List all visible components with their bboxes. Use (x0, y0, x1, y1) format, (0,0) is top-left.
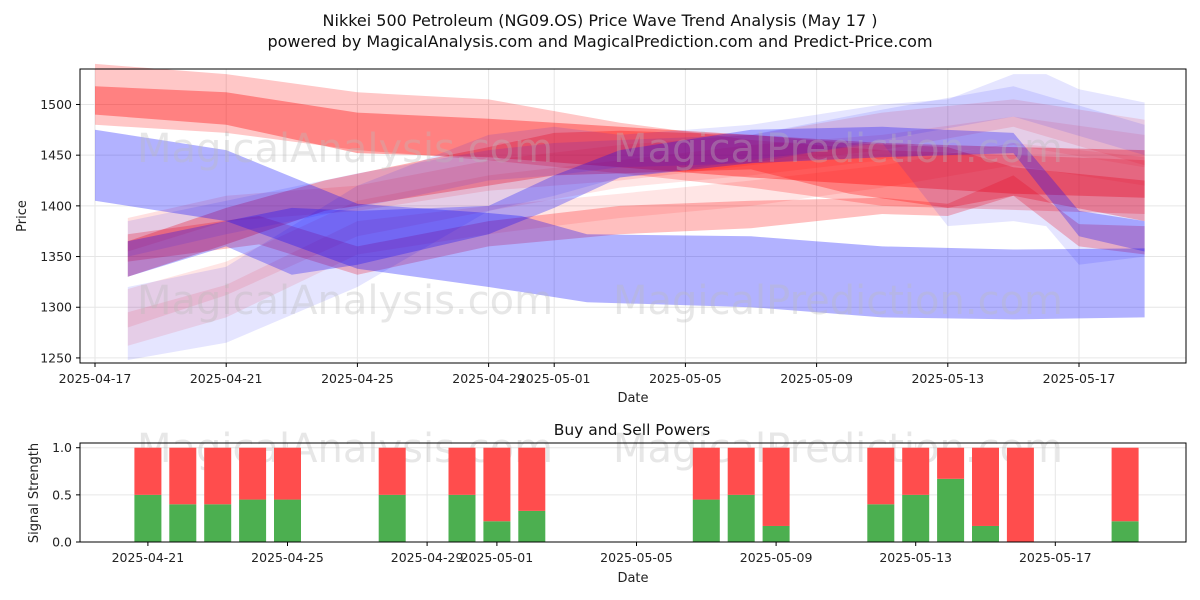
buy-sell-title: Buy and Sell Powers (554, 421, 711, 439)
price-ytick-label-4: 1450 (40, 148, 72, 163)
buy-bar-9 (692, 499, 720, 542)
sell-bar-3 (239, 447, 267, 500)
sell-bar-15 (972, 447, 999, 526)
sell-bar-6 (448, 447, 476, 495)
buy-bar-1 (169, 504, 197, 542)
price-ytick-label-5: 1500 (40, 97, 72, 112)
buy-bar-15 (972, 525, 999, 542)
price-xtick-label-5: 2025-05-05 (649, 371, 722, 386)
price-xtick-label-8: 2025-05-17 (1043, 371, 1116, 386)
watermark-analysis-mid: MagicalAnalysis.com (137, 278, 553, 324)
price-band-2 (127, 130, 1145, 277)
price-xtick-label-7: 2025-05-13 (911, 371, 984, 386)
sell-bar-11 (762, 447, 790, 526)
price-plot-frame (79, 68, 1187, 364)
buy-bar-8 (518, 510, 546, 542)
sell-bar-1 (169, 447, 197, 505)
buy-sell-ytick-label-2: 1.0 (52, 440, 72, 455)
sell-bar-7 (483, 447, 511, 522)
buy-sell-xtick-label-6: 2025-05-13 (879, 550, 952, 565)
buy-sell-xtick-label-0: 2025-04-21 (112, 550, 185, 565)
buy-sell-plot: Buy and Sell Powers MagicalAnalysis.com … (27, 421, 1187, 586)
buy-bar-11 (762, 525, 790, 542)
buy-sell-xtick-label-1: 2025-04-25 (251, 550, 324, 565)
buy-bar-3 (239, 499, 267, 542)
price-xtick-label-1: 2025-04-21 (190, 371, 263, 386)
buy-sell-xtick-label-4: 2025-05-05 (600, 550, 673, 565)
price-bands (95, 63, 1145, 360)
buy-bar-14 (937, 478, 965, 542)
sell-bar-10 (727, 447, 755, 495)
price-band-5 (127, 116, 1145, 328)
sell-bar-9 (692, 447, 720, 500)
buy-bar-12 (867, 504, 895, 542)
buy-sell-bars (134, 447, 1139, 542)
price-y-axis-title: Price (15, 200, 30, 232)
sell-bar-17 (1111, 447, 1139, 522)
buy-sell-plot-frame (79, 442, 1187, 543)
price-grid (80, 69, 1186, 363)
sell-bar-16 (1006, 447, 1034, 542)
price-ytick-label-2: 1350 (40, 249, 72, 264)
buy-sell-xtick-label-5: 2025-05-09 (740, 550, 813, 565)
price-axes: 1250 1300 1350 1400 1450 1500 2025-04-17 2025-0… (40, 97, 1115, 386)
buy-bar-13 (902, 494, 930, 542)
chart-title: Nikkei 500 Petroleum (NG09.OS) Price Wav… (323, 11, 878, 30)
chart-subtitle: powered by MagicalAnalysis.com and Magic… (267, 32, 932, 51)
watermark-prediction-mid: MagicalPrediction.com (613, 278, 1063, 324)
sell-bar-5 (378, 447, 406, 495)
price-xtick-label-4: 2025-05-01 (518, 371, 591, 386)
buy-sell-xtick-label-7: 2025-05-17 (1019, 550, 1092, 565)
price-band-3 (127, 175, 1145, 275)
buy-bar-7 (483, 521, 511, 542)
buy-bar-0 (134, 494, 162, 542)
price-band-7 (95, 129, 1145, 320)
price-xtick-label-3: 2025-04-29 (452, 371, 525, 386)
price-band-10 (127, 86, 1145, 257)
price-xtick-label-6: 2025-05-09 (780, 371, 853, 386)
sell-bar-2 (204, 447, 232, 505)
price-band-8 (127, 126, 1145, 277)
buy-bar-2 (204, 504, 232, 542)
sell-bar-12 (867, 447, 895, 505)
buy-bar-10 (727, 494, 755, 542)
buy-bar-6 (448, 494, 476, 542)
price-wave-plot: MagicalAnalysis.com MagicalPrediction.co… (15, 63, 1187, 406)
sell-bar-0 (134, 447, 162, 495)
sell-bar-13 (902, 447, 930, 495)
buy-sell-ytick-label-0: 0.0 (52, 535, 72, 550)
watermark-analysis-top: MagicalAnalysis.com (137, 126, 553, 172)
sell-bar-4 (274, 447, 301, 500)
price-xtick-label-0: 2025-04-17 (59, 371, 132, 386)
price-xtick-label-2: 2025-04-25 (321, 371, 394, 386)
price-band-9 (127, 74, 1145, 360)
watermark-prediction-top: MagicalPrediction.com (613, 126, 1063, 172)
buy-sell-x-axis-title: Date (617, 571, 648, 586)
sell-bar-8 (518, 447, 546, 511)
price-band-6 (127, 143, 1145, 346)
price-ytick-label-3: 1400 (40, 198, 72, 213)
price-band-4 (127, 99, 1145, 252)
buy-sell-xtick-label-3: 2025-05-01 (461, 550, 534, 565)
buy-bar-4 (274, 499, 301, 542)
buy-sell-xtick-label-2: 2025-04-29 (391, 550, 464, 565)
sell-bar-14 (937, 447, 965, 479)
price-x-axis-title: Date (617, 391, 648, 406)
buy-sell-ytick-label-1: 0.5 (52, 487, 72, 502)
buy-bar-5 (378, 494, 406, 542)
price-ytick-label-1: 1300 (40, 300, 72, 315)
price-plot-background (80, 69, 1186, 363)
price-watermarks: MagicalAnalysis.com MagicalPrediction.co… (137, 126, 1063, 324)
buy-bar-17 (1111, 521, 1139, 542)
price-band-0 (95, 63, 1145, 215)
price-ytick-label-0: 1250 (40, 350, 72, 365)
price-band-1 (95, 86, 1145, 198)
buy-sell-y-axis-title: Signal Strength (27, 443, 42, 543)
